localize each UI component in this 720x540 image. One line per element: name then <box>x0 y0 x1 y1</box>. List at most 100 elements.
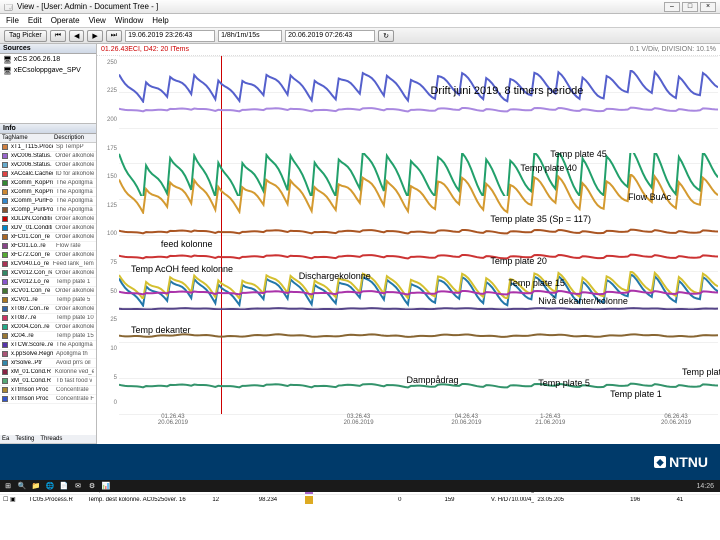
tag-name: xrSolve..Ptr <box>11 360 53 366</box>
tag-desc: Order alkohole <box>55 216 94 222</box>
window-titlebar: 🗔 View - [User: Admin - Document Tree - … <box>0 0 720 14</box>
tag-row[interactable]: xCV040.Lo_reFeedTank_Temp <box>0 260 96 269</box>
tag-row[interactable]: xT1_T115.ProcesSp TempP <box>0 143 96 152</box>
y-axis: 2502252001751501251007550251050 <box>97 56 119 414</box>
taskbar-icon[interactable]: 🔍 <box>16 481 28 491</box>
menu-help[interactable]: Help <box>152 16 168 25</box>
toolbar-nav-first[interactable]: ⏮ <box>50 30 66 42</box>
chart-annotation: Flow BuAc <box>628 192 671 202</box>
tag-row[interactable]: xDV_01.ConditioOrder alkohole <box>0 224 96 233</box>
tag-row[interactable]: xFC01.Lo..reFlow rate <box>0 242 96 251</box>
grid-row[interactable]: ☐ ▣TC05.Process.RTemp. dest kolonne. AC0… <box>0 495 720 504</box>
tab-threads[interactable]: Threads <box>40 436 62 442</box>
tag-row[interactable]: xCV01.Con_reOrder alkohole <box>0 287 96 296</box>
menu-window[interactable]: Window <box>115 16 143 25</box>
chart-area[interactable]: 01.26.43ECI, D42: 20 ITems 0.1 V/Div, DI… <box>97 44 720 444</box>
tag-desc: Order alkohole <box>55 162 94 168</box>
tag-desc: The Apollgma <box>56 198 93 204</box>
span-input[interactable] <box>218 30 282 42</box>
tag-name: xComm_KopProg <box>11 189 53 195</box>
tag-row[interactable]: xComm_PurlForThe Apollgma <box>0 197 96 206</box>
tag-row[interactable]: xT087.Con..reOrder alkohole <box>0 305 96 314</box>
y-tick: 150 <box>107 174 117 180</box>
menu-edit[interactable]: Edit <box>28 16 42 25</box>
tag-row[interactable]: xrSolve..PtrAvoid prrs oil <box>0 359 96 368</box>
taskbar-icon[interactable]: ⚙ <box>86 481 98 491</box>
node-label: xECsoloppgave_SPV <box>14 67 81 74</box>
tag-row[interactable]: xComm_KopProgThe Apollgma <box>0 179 96 188</box>
tag-picker-button[interactable]: Tag Picker <box>4 30 47 42</box>
taskbar-icon[interactable]: 🌐 <box>44 481 56 491</box>
tag-row[interactable]: xC04..reTemp plate 15 <box>0 332 96 341</box>
grid-cell: 196 <box>627 497 673 503</box>
tag-row[interactable]: xC004.Con..reOrder alkohole <box>0 323 96 332</box>
tag-row[interactable]: xCV01..reTemp plate 5 <box>0 296 96 305</box>
y-tick: 225 <box>107 88 117 94</box>
tag-color-icon <box>2 189 8 195</box>
chart-annotation: Temp plate 20 <box>490 256 547 266</box>
chart-annotation: Temp plate 35 (Sp = 117) <box>490 214 591 224</box>
minimize-button[interactable]: – <box>664 2 680 12</box>
tag-name: xCV012.Con_re <box>11 270 52 276</box>
tag-color-icon <box>2 198 8 204</box>
date-to-input[interactable] <box>285 30 375 42</box>
tree-item[interactable]: 🖥xCS 206.26.18 <box>0 54 96 65</box>
tag-row[interactable]: xFC72.Con_reOrder alkohole <box>0 251 96 260</box>
menu-view[interactable]: View <box>89 16 106 25</box>
tag-row[interactable]: xTtrnson ProcConcentrate <box>0 386 96 395</box>
tag-desc: Temp plate 5 <box>56 297 90 303</box>
tag-row[interactable]: xCV012.Lo_reTemp plate 1 <box>0 278 96 287</box>
tag-row[interactable]: xM_01.Cond.RTb fast food v <box>0 377 96 386</box>
taskbar-icon[interactable]: 📁 <box>30 481 42 491</box>
close-button[interactable]: × <box>700 2 716 12</box>
date-from-input[interactable] <box>125 30 215 42</box>
tag-row[interactable]: xTtrnson ProcConcentrate F <box>0 395 96 404</box>
tag-name: xC04..re <box>11 333 53 339</box>
tag-row[interactable]: xComp_PurlProgThe Apollgma <box>0 206 96 215</box>
tag-color-icon <box>2 333 8 339</box>
chart-annotation: Temp dekanter <box>131 325 191 335</box>
toolbar-nav-next[interactable]: ⏭ <box>106 30 122 42</box>
toolbar-nav-prev[interactable]: ◀ <box>69 30 84 42</box>
tag-color-icon <box>2 315 8 321</box>
tag-row[interactable]: xCV012.Con_reOrder alkohole <box>0 269 96 278</box>
tag-row[interactable]: xDLDN.ConditioOrder alkohole <box>0 215 96 224</box>
x-tick: 01.26.4320.06.2019 <box>158 414 188 426</box>
tag-color-icon <box>2 360 8 366</box>
tag-desc: Order alkohole <box>55 270 94 276</box>
tag-row[interactable]: x.ppSolve.RegmApollgma th <box>0 350 96 359</box>
grid-cell: 98.234 <box>256 497 302 503</box>
tag-desc: Order alkohole <box>55 324 94 330</box>
taskbar-icon[interactable]: 📊 <box>100 481 112 491</box>
tag-row[interactable]: xvC006.Status.RaOrder alkohole <box>0 152 96 161</box>
tag-name: xACcalc.Cached <box>11 171 53 177</box>
tab-ea[interactable]: Ea <box>2 436 9 442</box>
tag-color-icon <box>2 279 8 285</box>
x-tick: 06.26.4320.06.2019 <box>661 414 691 426</box>
menu-operate[interactable]: Operate <box>51 16 80 25</box>
taskbar-icon[interactable]: ✉ <box>72 481 84 491</box>
menu-file[interactable]: File <box>6 16 19 25</box>
tag-row[interactable]: xTCW.Score..reThe Apollgma <box>0 341 96 350</box>
tag-name: xTtrnson Proc <box>11 396 53 402</box>
tag-row[interactable]: xACcalc.CachedID for alkohole <box>0 170 96 179</box>
tag-row[interactable]: xFC01.Con_reOrder alkohole <box>0 233 96 242</box>
tag-row[interactable]: xvC006.Status.RaOrder alkohole <box>0 161 96 170</box>
tab-testing[interactable]: Testing <box>15 436 34 442</box>
chart-canvas[interactable]: Drift juni 2019, 8 timers periode Temp pl… <box>119 56 718 414</box>
tree-item[interactable]: 🖥xECsoloppgave_SPV <box>0 65 96 76</box>
tag-row[interactable]: xM_01.Cond.RKolonne ved_e <box>0 368 96 377</box>
taskbar-icon[interactable]: 📄 <box>58 481 70 491</box>
tag-desc: Flow rate <box>56 243 81 249</box>
maximize-button[interactable]: □ <box>682 2 698 12</box>
refresh-button[interactable]: ↻ <box>378 30 394 42</box>
tag-name: xT087..re <box>11 315 53 321</box>
tag-name: xComm_PurlFor <box>11 198 53 204</box>
taskbar-icon[interactable]: ⊞ <box>2 481 14 491</box>
chart-annotation: Drift juni 2019, 8 timers periode <box>430 85 583 97</box>
tag-row[interactable]: xComm_KopProgThe Apollgma <box>0 188 96 197</box>
toolbar-nav-play[interactable]: ▶ <box>87 30 102 42</box>
tag-color-icon <box>2 243 8 249</box>
tag-row[interactable]: xT087..reTemp plate 10 <box>0 314 96 323</box>
grid-cell: TC05.Process.R <box>26 497 85 503</box>
